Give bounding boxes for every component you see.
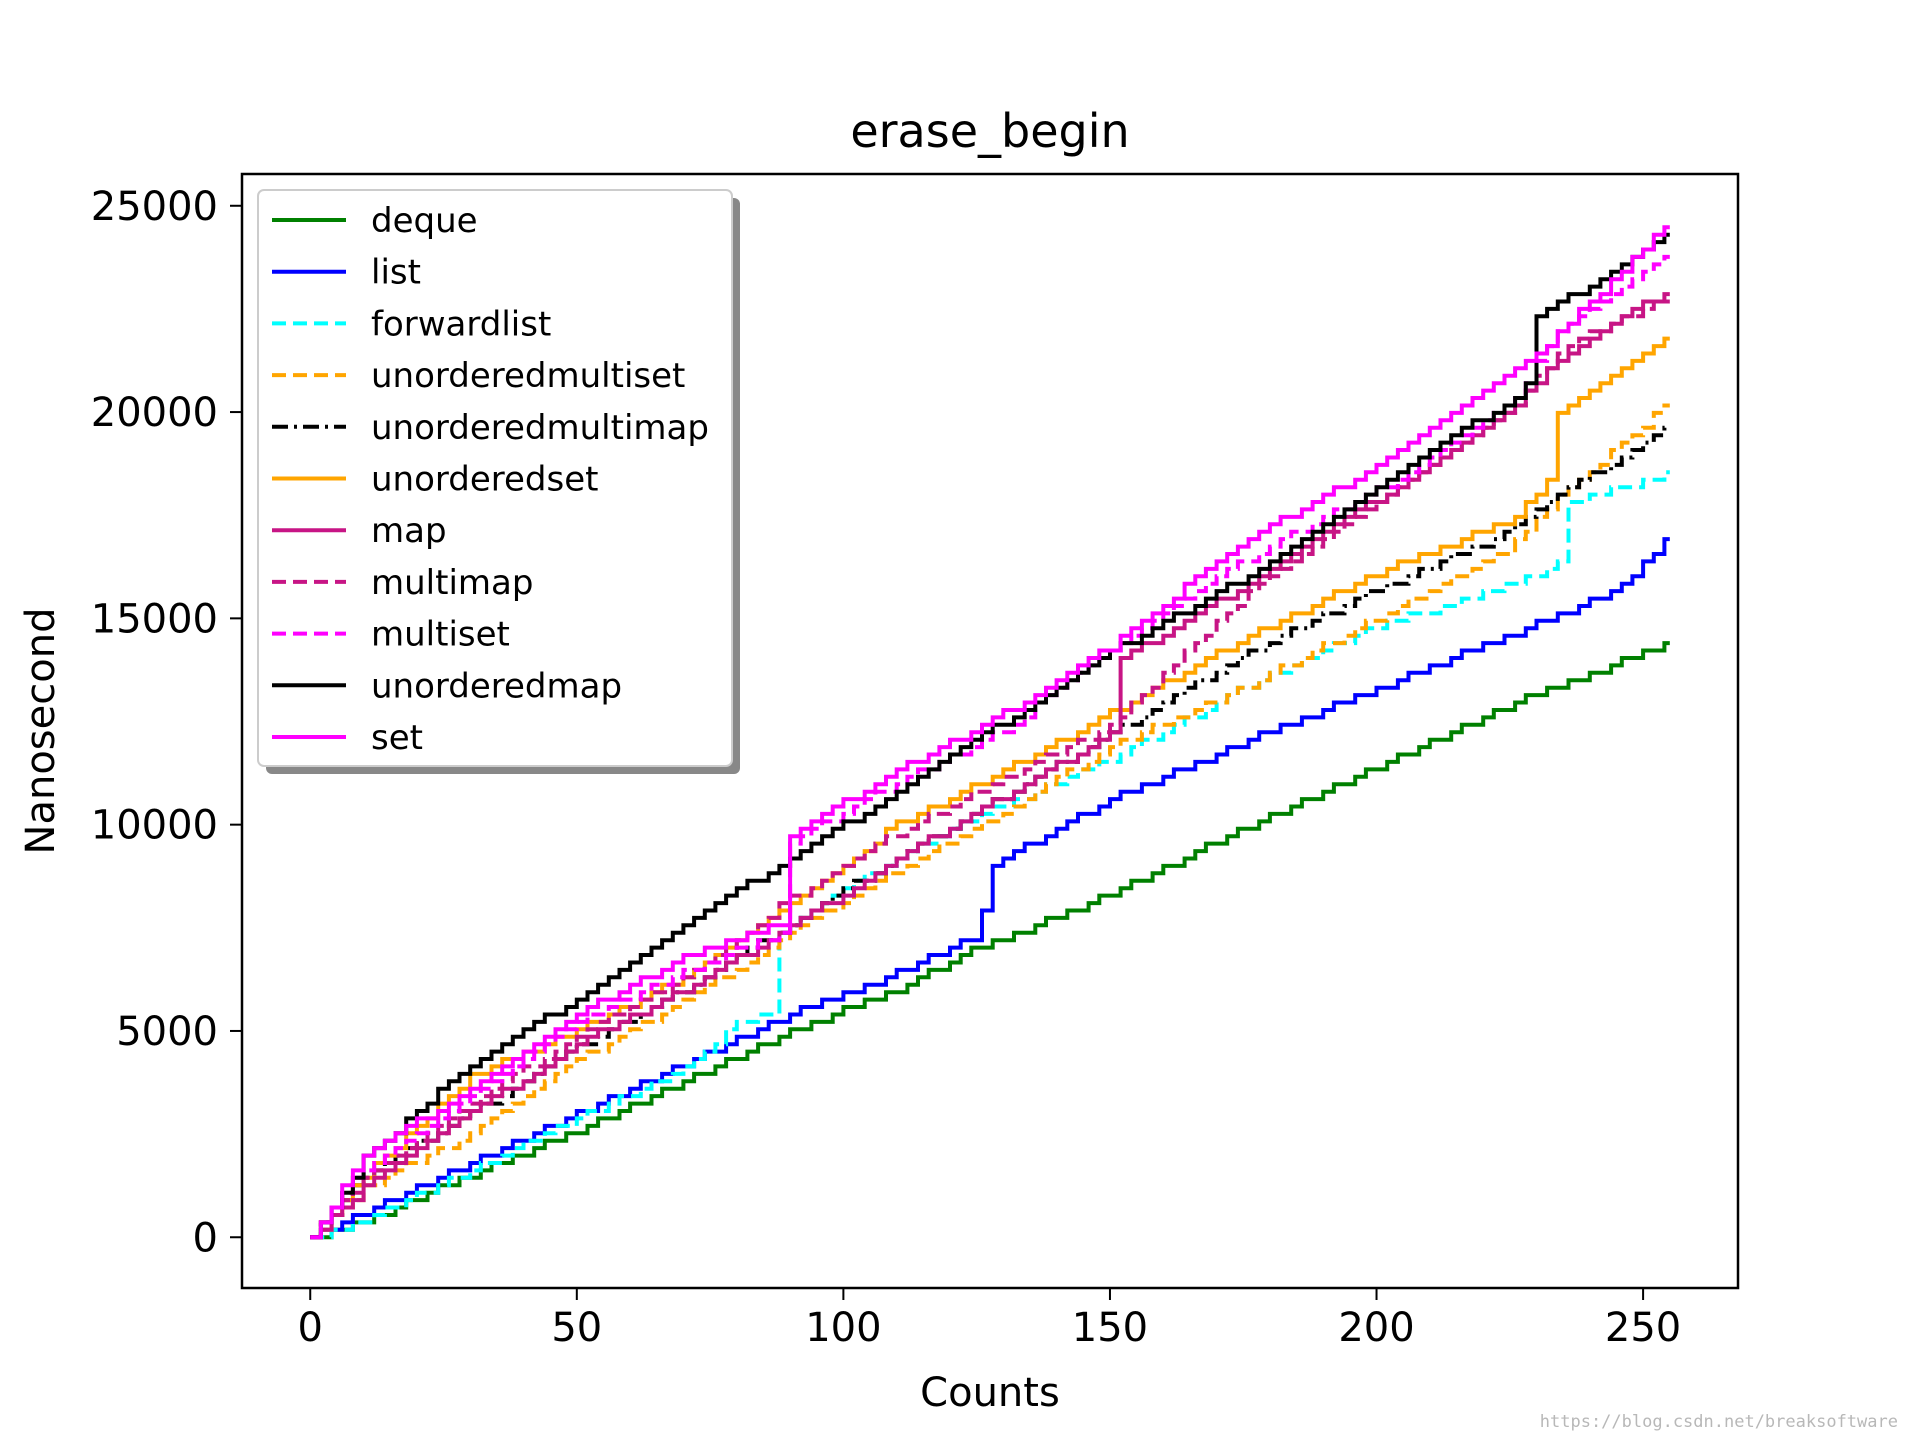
x-tick-label: 100 [805,1305,881,1351]
legend-label: list [371,253,421,293]
chart-title: erase_begin [850,104,1129,158]
legend-label: multimap [371,563,533,603]
plot-area [310,225,1670,1240]
x-axis-label: Counts [920,1370,1060,1416]
x-axis: 0 50 100 150 200 250 [298,1288,1681,1351]
series-line-list [310,537,1670,1240]
watermark: https://blog.csdn.net/breaksoftware [1539,1412,1898,1432]
x-tick-label: 0 [298,1305,323,1351]
y-axis: 0 5000 10000 15000 20000 25000 [91,184,242,1261]
y-tick-label: 15000 [91,596,218,642]
legend-box [257,189,733,767]
legend-label: unorderedmap [371,666,622,706]
y-tick-label: 20000 [91,390,218,436]
plot-frame [240,172,1740,1290]
legend-label: multiset [371,615,510,655]
legend-label: unorderedset [371,460,598,500]
x-tick-label: 250 [1605,1305,1681,1351]
series-line-set [310,225,1670,1240]
x-tick-label: 50 [551,1305,602,1351]
legend-label: deque [371,201,478,241]
series-line-unorderedmultiset [310,403,1670,1240]
x-tick-label: 200 [1338,1305,1414,1351]
y-tick-label: 10000 [91,803,218,849]
legend-label: unorderedmultimap [371,408,709,448]
series-line-deque [310,641,1670,1240]
y-tick-label: 25000 [91,184,218,230]
legend-label: set [371,718,423,758]
x-tick-label: 150 [1072,1305,1148,1351]
y-tick-label: 0 [193,1215,218,1261]
legend-label: forwardlist [371,304,551,344]
y-tick-label: 5000 [116,1009,218,1055]
y-axis-label: Nanosecond [18,608,64,855]
legend-label: map [371,511,447,551]
legend-label: unorderedmultiset [371,356,685,396]
series-line-map [310,292,1670,1240]
series-line-multimap [310,299,1670,1240]
legend: deque list forwardlist unorderedmultiset uno… [257,189,740,774]
